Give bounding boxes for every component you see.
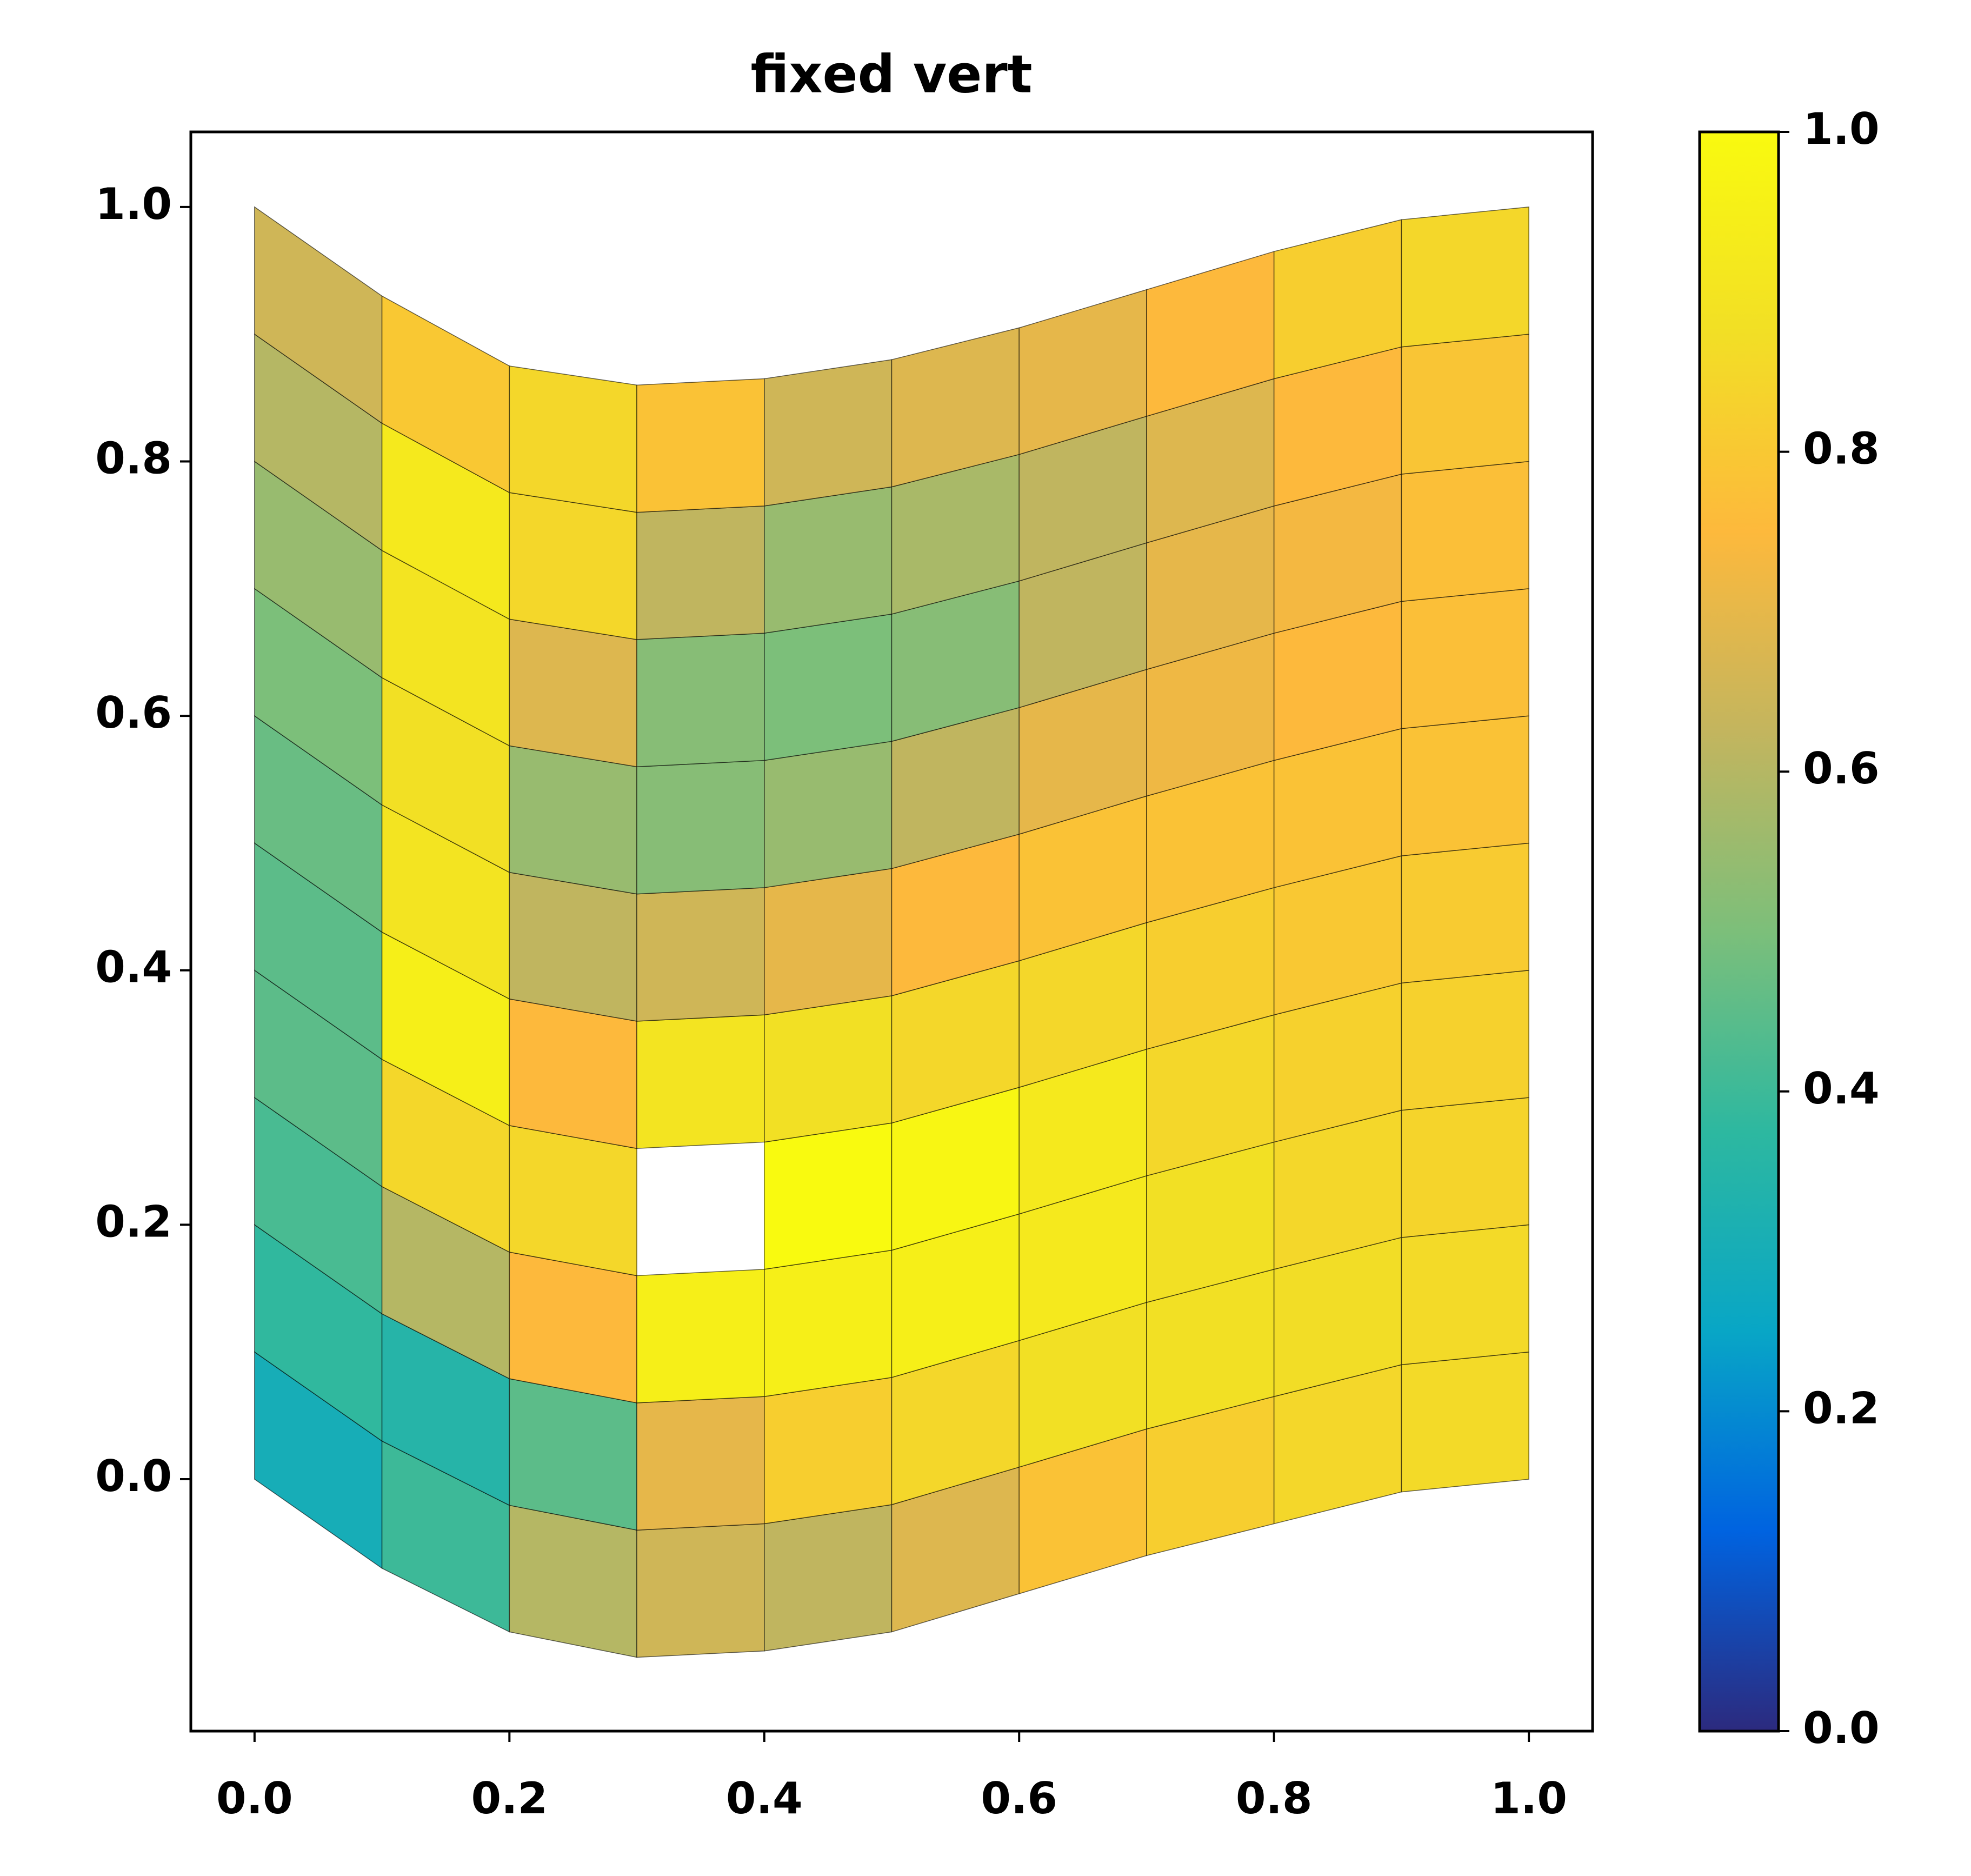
mesh-cell [1401,969,1529,1111]
mesh-cell [509,872,637,1022]
mesh-cell [764,995,893,1143]
mesh-cell [1401,461,1529,602]
x-tick-label: 0.0 [216,1773,293,1824]
mesh-cell [509,1125,637,1276]
mesh-cell [636,1523,765,1658]
mesh-cell [636,1396,765,1531]
y-tick-label: 0.6 [95,688,172,738]
mesh-cell [636,887,765,1022]
mesh-cell [509,618,637,768]
mesh-cell [1401,1097,1529,1238]
plot-frame [189,130,1594,1733]
mesh-cell [764,741,893,888]
mesh-cell [509,998,637,1149]
y-tick-label: 0.8 [95,433,172,483]
mesh-cell [764,614,893,761]
mesh-cell [1401,334,1529,475]
mesh-cell [1401,715,1529,856]
colorbar-tick-label: 0.6 [1803,743,1880,794]
chart-title: fixed vert [750,44,1032,104]
mesh-cell [1401,842,1529,984]
mesh-cell [1401,1351,1529,1493]
mesh-cell [764,1376,893,1525]
mesh-cell [509,1505,637,1658]
mesh-cell [764,359,893,507]
x-tick-label: 0.8 [1236,1773,1313,1824]
mesh-cell [636,760,765,895]
mesh-cell [509,745,637,895]
colorbar-tick-label: 0.0 [1803,1703,1880,1753]
y-tick-label: 0.4 [95,942,172,993]
y-tick-label: 0.0 [95,1451,172,1501]
mesh-cell [1401,207,1529,348]
colorbar-tick-label: 0.4 [1803,1063,1880,1114]
mesh-cell [764,868,893,1016]
x-tick-label: 0.6 [981,1773,1057,1824]
mesh-cell [764,1249,893,1397]
mesh-cell [636,633,765,768]
mesh-cell [636,378,765,513]
colorbar-tick-label: 0.2 [1803,1383,1880,1433]
x-tick-label: 0.2 [471,1773,548,1824]
y-tick-label: 0.2 [95,1196,172,1247]
colorbar-tick-label: 0.8 [1803,424,1880,474]
mesh-cell [764,1504,893,1652]
mesh-cell [764,1122,893,1270]
mesh-cell [1401,588,1529,729]
colorbar-tick-label: 1.0 [1803,104,1880,154]
mesh-cell [509,1252,637,1403]
mesh-cell [636,1268,765,1403]
colorbar [1698,130,1780,1733]
x-tick-label: 1.0 [1490,1773,1567,1824]
mesh-cell [509,492,637,640]
x-tick-label: 0.4 [726,1773,803,1824]
mesh-cell [1401,1224,1529,1366]
mesh-cell [509,1378,637,1531]
mesh-cell [636,1014,765,1149]
mesh-cell [764,486,893,634]
y-tick-label: 1.0 [95,179,172,229]
mesh-cell [509,365,637,513]
mesh-cell [636,505,765,640]
